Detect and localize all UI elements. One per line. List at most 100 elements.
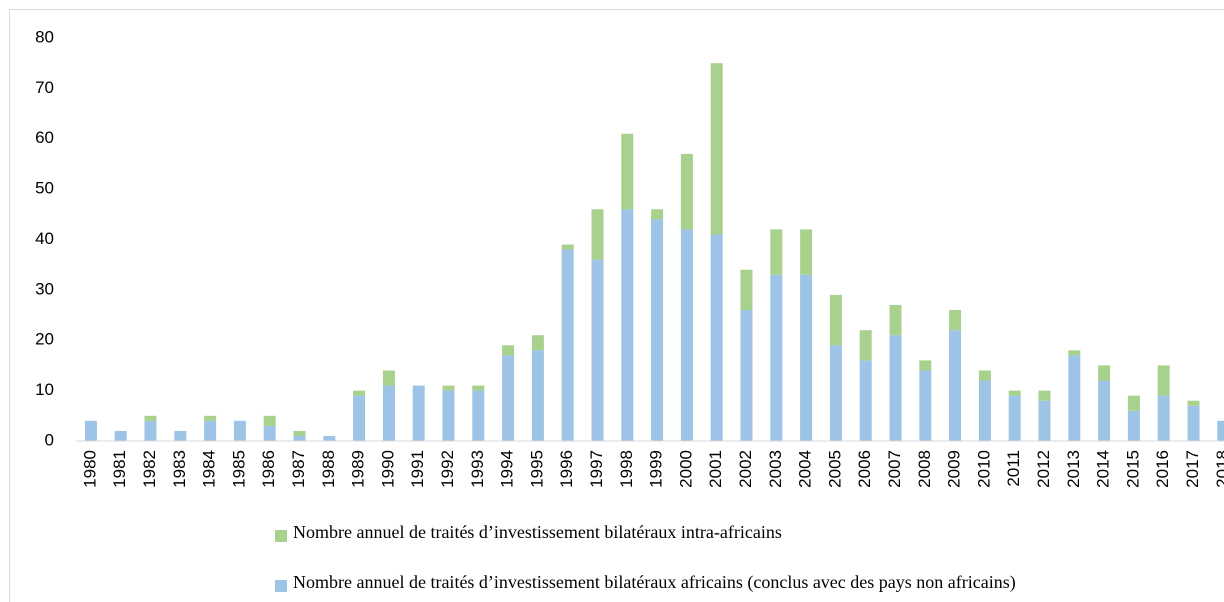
bar-segment xyxy=(531,335,544,351)
x-tick-label: 1988 xyxy=(319,450,338,488)
bar-segment xyxy=(710,234,723,441)
bar-segment xyxy=(1068,350,1081,356)
x-tick-label: 2014 xyxy=(1094,450,1113,488)
bar-segment xyxy=(442,385,455,391)
bar-segment xyxy=(1127,410,1140,441)
bar-segment xyxy=(1068,355,1081,441)
bar-segment xyxy=(1217,420,1224,441)
x-tick-label: 2005 xyxy=(825,450,844,488)
x-tick-label: 2006 xyxy=(855,450,874,488)
bar-segment xyxy=(382,385,395,441)
bar-segment xyxy=(263,425,276,441)
x-tick-label: 1995 xyxy=(527,450,546,488)
legend-swatch xyxy=(275,530,287,542)
bar-segment xyxy=(1098,365,1111,381)
bar-segment xyxy=(651,209,664,220)
x-tick-label: 1990 xyxy=(378,450,397,488)
x-tick-label: 1985 xyxy=(229,450,248,488)
x-tick-label: 2018 xyxy=(1213,450,1224,488)
bar-segment xyxy=(710,63,723,235)
bar-segment xyxy=(531,350,544,441)
bar-segment xyxy=(919,360,932,371)
bar-segment xyxy=(382,370,395,386)
x-tick-label: 1989 xyxy=(349,450,368,488)
x-tick-label: 1982 xyxy=(140,450,159,488)
x-tick-label: 1997 xyxy=(587,450,606,488)
y-tick-label: 30 xyxy=(35,279,54,298)
y-tick-label: 60 xyxy=(35,128,54,147)
y-tick-label: 20 xyxy=(35,330,54,349)
bar-segment xyxy=(889,304,902,336)
bar-segment xyxy=(680,229,693,441)
y-tick-label: 10 xyxy=(35,380,54,399)
bar-segment xyxy=(502,345,515,356)
x-tick-label: 1980 xyxy=(80,450,99,488)
bar-segment xyxy=(84,420,97,441)
bar-segment xyxy=(293,430,306,436)
bar-segment xyxy=(1038,390,1051,401)
bar-segment xyxy=(621,209,634,441)
bar-segment xyxy=(353,390,366,396)
legend-label: Nombre annuel de traités d’investissemen… xyxy=(293,572,1016,592)
bar-segment xyxy=(621,133,634,210)
x-tick-label: 1987 xyxy=(289,450,308,488)
bar-segment xyxy=(144,420,157,441)
bar-segment xyxy=(174,430,187,441)
bar-segment xyxy=(1187,400,1200,406)
y-tick-label: 50 xyxy=(35,179,54,198)
x-tick-label: 2003 xyxy=(766,450,785,488)
bar-segment xyxy=(561,244,574,250)
bar-segment xyxy=(591,259,604,441)
bar-segment xyxy=(978,370,991,381)
bar-segment xyxy=(949,310,962,331)
bar-segment xyxy=(502,355,515,441)
x-tick-label: 2015 xyxy=(1123,450,1142,488)
bar-segment xyxy=(800,229,813,275)
bar-segment xyxy=(1157,365,1170,396)
x-tick-label: 1998 xyxy=(617,450,636,488)
y-tick-label: 0 xyxy=(45,430,54,449)
x-tick-label: 2001 xyxy=(706,450,725,488)
x-tick-label: 1994 xyxy=(498,450,517,488)
x-tick-label: 1983 xyxy=(170,450,189,488)
legend-swatch xyxy=(275,580,287,592)
legend-label: Nombre annuel de traités d’investissemen… xyxy=(293,522,782,542)
bar-segment xyxy=(889,335,902,441)
bar-segment xyxy=(740,269,753,311)
bar-segment xyxy=(114,430,127,441)
bar-segment xyxy=(263,415,276,426)
bar-segment xyxy=(412,385,425,441)
bar-segment xyxy=(561,249,574,441)
y-tick-label: 70 xyxy=(35,78,54,97)
bar-segment xyxy=(1098,380,1111,441)
bar-segment xyxy=(829,294,842,346)
bar-segment xyxy=(770,274,783,441)
bar-segment xyxy=(353,395,366,441)
bar-segment xyxy=(323,435,336,441)
x-tick-label: 2009 xyxy=(945,450,964,488)
x-tick-label: 2011 xyxy=(1004,450,1023,487)
bar-segment xyxy=(859,330,872,361)
x-tick-label: 1999 xyxy=(647,450,666,488)
bar-segment xyxy=(1127,395,1140,411)
bar-segment xyxy=(1187,405,1200,441)
x-tick-label: 2016 xyxy=(1153,450,1172,488)
bar-segment xyxy=(1008,390,1021,396)
bar-segment xyxy=(1038,400,1051,441)
x-tick-label: 1993 xyxy=(468,450,487,488)
x-tick-label: 2013 xyxy=(1064,450,1083,488)
bar-segment xyxy=(442,390,455,441)
bar-segment xyxy=(740,310,753,441)
bar-segment xyxy=(472,385,485,391)
y-tick-label: 80 xyxy=(35,27,54,46)
x-tick-label: 2002 xyxy=(736,450,755,488)
bar-segment xyxy=(800,274,813,441)
bar-segment xyxy=(680,153,693,230)
bar-segment xyxy=(472,390,485,441)
bar-segment xyxy=(949,330,962,441)
bar-segment xyxy=(591,209,604,260)
bar-segment xyxy=(204,420,217,441)
x-tick-label: 2010 xyxy=(974,450,993,488)
